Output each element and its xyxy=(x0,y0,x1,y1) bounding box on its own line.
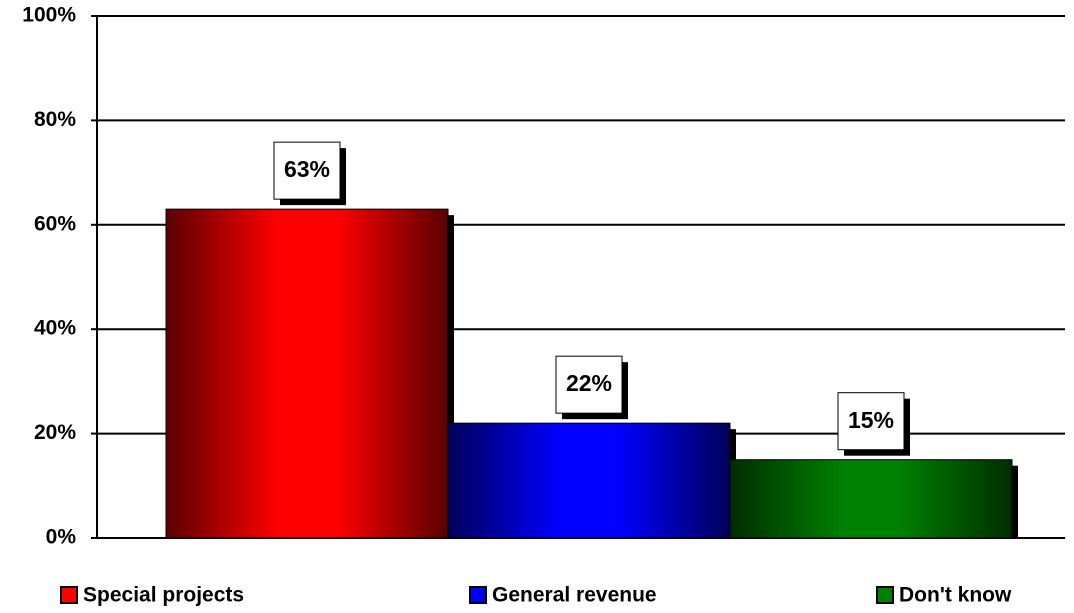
legend-swatch xyxy=(876,586,894,604)
legend-label: General revenue xyxy=(492,584,657,607)
bar xyxy=(165,208,449,539)
legend-label: Don't know xyxy=(899,584,1012,607)
data-label: 63% xyxy=(284,156,330,182)
legend-label: Special projects xyxy=(83,584,244,607)
y-tick-label: 100% xyxy=(22,4,76,27)
y-tick-label: 40% xyxy=(34,317,76,340)
legend-swatch xyxy=(60,586,78,604)
bar xyxy=(447,422,731,539)
bar xyxy=(729,459,1013,539)
data-label: 22% xyxy=(566,370,612,396)
data-label: 15% xyxy=(848,407,894,433)
y-tick-label: 0% xyxy=(46,526,77,549)
y-tick-label: 20% xyxy=(34,421,76,444)
y-tick-label: 80% xyxy=(34,108,76,131)
y-tick-label: 60% xyxy=(34,212,76,235)
label-box xyxy=(555,355,623,414)
label-box xyxy=(273,141,341,200)
label-box xyxy=(837,392,905,451)
legend-swatch xyxy=(469,586,487,604)
